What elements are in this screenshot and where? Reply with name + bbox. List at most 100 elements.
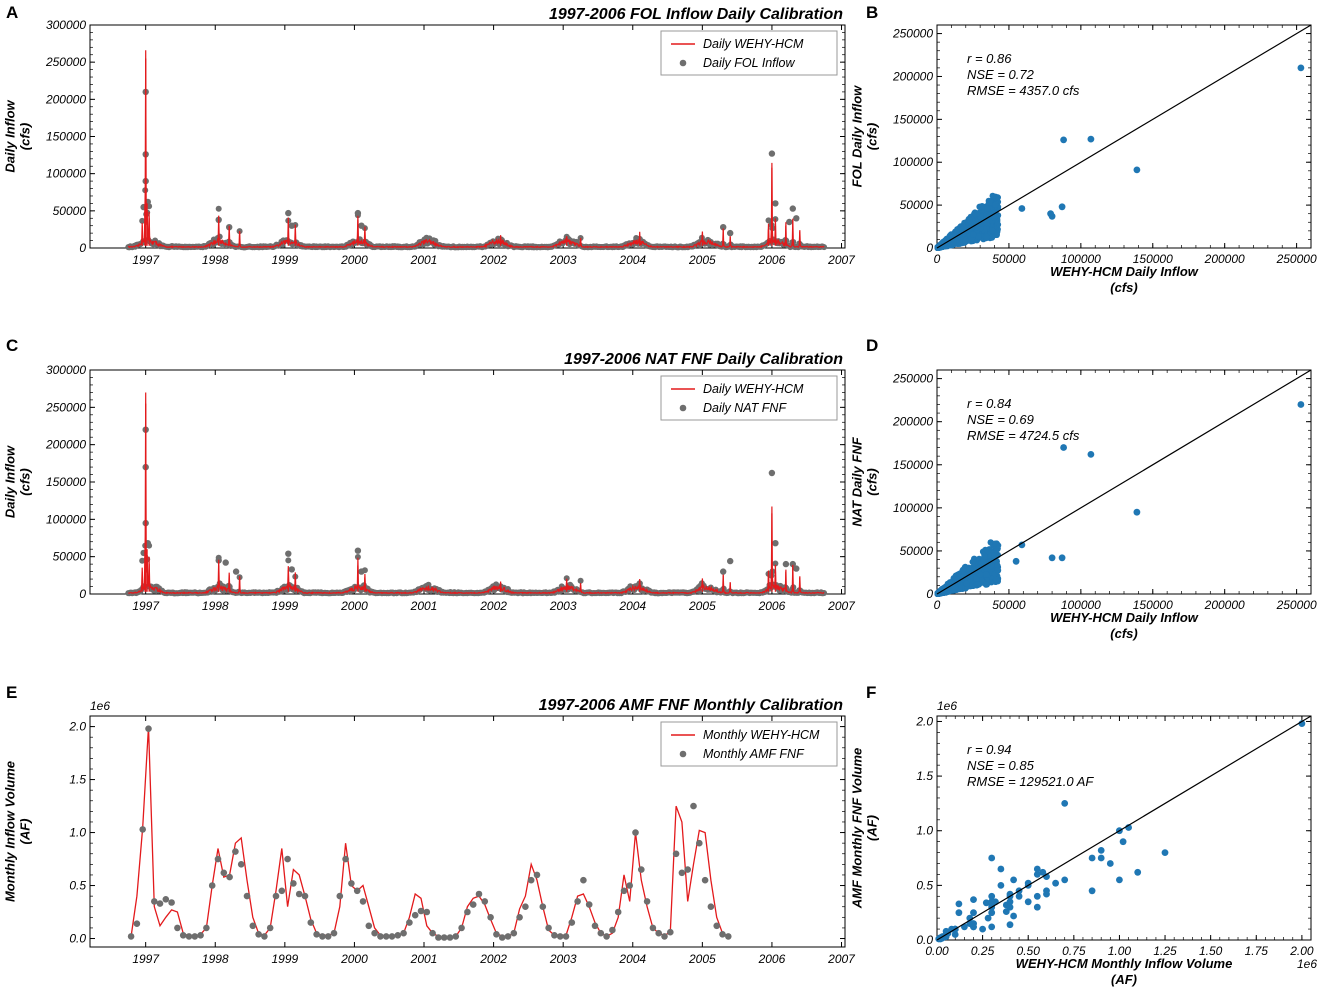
scatter-point <box>992 201 999 208</box>
x-tick-label: 50000 <box>992 252 1026 266</box>
stat-line-2: RMSE = 4357.0 cfs <box>967 83 1080 98</box>
scatter-point <box>1018 541 1026 549</box>
observed-point <box>720 224 727 231</box>
x-tick-label: 2002 <box>479 253 507 267</box>
y-tick-label: 150000 <box>46 130 86 144</box>
scatter-point <box>992 540 999 547</box>
x-tick-label: 2006 <box>758 952 786 966</box>
legend-box <box>660 30 838 76</box>
scatter-point <box>1060 136 1067 144</box>
y-tick-label: 50000 <box>53 204 87 218</box>
y-axis-label: Daily Inflow(cfs) <box>3 99 33 172</box>
stat-line-1: NSE = 0.69 <box>967 412 1034 427</box>
observed-point <box>261 933 268 940</box>
x-tick-label: 2000 <box>340 599 368 613</box>
x-tick-label: 250000 <box>1276 598 1317 612</box>
y-tick-label: 200000 <box>892 415 933 429</box>
scatter-point <box>1087 451 1095 458</box>
scatter-point <box>993 576 1000 583</box>
legend-box <box>660 375 838 421</box>
legend-point-swatch <box>679 404 687 412</box>
observed-point <box>168 899 175 906</box>
observed-point <box>772 560 779 567</box>
x-tick-label: 2007 <box>827 952 856 966</box>
scatter-point <box>970 231 977 238</box>
scatter-point <box>994 567 1002 574</box>
x-tick-label: 2002 <box>479 952 507 966</box>
x-tick-label: 2004 <box>618 952 646 966</box>
x-tick-label: 1997 <box>132 599 160 613</box>
scatter-point <box>1047 210 1054 218</box>
observed-point <box>174 924 181 932</box>
model-line <box>130 726 729 939</box>
y-tick-label: 0.0 <box>69 932 86 946</box>
scatter-point <box>962 237 969 245</box>
panel-label-C: C <box>6 336 18 355</box>
observed-point <box>288 566 295 573</box>
x-tick-label: 1998 <box>202 952 229 966</box>
y-tick-label: 0 <box>79 241 86 255</box>
scatter-point <box>983 219 990 226</box>
y-tick-label: 300000 <box>46 363 86 377</box>
scatter-point <box>988 234 996 241</box>
observed-series <box>125 426 828 597</box>
observed-point <box>765 217 772 224</box>
y-tick-label: 0 <box>79 587 86 601</box>
y-axis-label: NAT Daily FNF(cfs) <box>850 436 880 526</box>
x-tick-label: 2002 <box>479 599 507 613</box>
observed-point <box>208 882 216 889</box>
observed-point <box>772 540 779 547</box>
scatter-point <box>982 581 990 588</box>
y-tick-label: 300000 <box>46 18 86 32</box>
scatter-point <box>982 571 990 578</box>
x-tick-label: 2004 <box>618 599 646 613</box>
observed-point <box>127 933 135 940</box>
x-tick-label: 2001 <box>410 599 438 613</box>
scatter-point <box>1133 508 1141 516</box>
x-tick-label: 150000 <box>1133 252 1173 266</box>
y-tick-label: 0 <box>926 241 933 255</box>
stat-line-2: RMSE = 4724.5 cfs <box>967 428 1080 443</box>
chart-title: 1997-2006 FOL Inflow Daily Calibration <box>549 6 843 23</box>
scatter-point <box>950 239 957 246</box>
observed-point <box>285 209 292 217</box>
panel-label-D: D <box>866 336 878 355</box>
x-axis-label: WEHY-HCM Daily Inflow (cfs) <box>1050 610 1199 641</box>
scatter-point <box>974 581 981 588</box>
scatter-point <box>973 575 980 582</box>
observed-point <box>215 205 222 212</box>
legend-line-label: Daily WEHY-HCM <box>703 37 804 51</box>
scatter-point <box>966 216 973 224</box>
x-tick-label: 100000 <box>1061 598 1101 612</box>
y-tick-label: 200000 <box>45 92 86 106</box>
observed-point <box>197 932 204 939</box>
x-tick-label: 250000 <box>1276 252 1317 266</box>
x-tick-label: 2001 <box>410 253 438 267</box>
x-tick-label: 2001 <box>410 952 438 966</box>
x-tick-label: 1999 <box>271 253 298 267</box>
scatter-point <box>1297 64 1305 72</box>
observed-point <box>139 217 146 224</box>
observed-point <box>354 554 361 560</box>
scatter-point <box>978 203 986 210</box>
y-tick-label: 50000 <box>53 550 87 564</box>
observed-point <box>214 855 222 863</box>
chart-title: 1997-2006 NAT FNF Daily Calibration <box>564 351 843 368</box>
panel-label-A: A <box>6 3 18 22</box>
observed-point <box>266 924 274 932</box>
scatter-point <box>1018 205 1026 212</box>
y-scale-label: 1e6 <box>90 699 110 713</box>
observed-point <box>563 575 570 582</box>
y-tick-label: 1.5 <box>69 773 86 787</box>
scatter-point <box>1012 557 1020 565</box>
y-tick-label: 50000 <box>900 544 934 558</box>
legend-point-label: Daily NAT FNF <box>703 401 787 415</box>
observed-point <box>786 218 793 226</box>
scatter-point <box>989 227 996 234</box>
scatter-point <box>1133 166 1141 174</box>
observed-point <box>226 873 233 881</box>
observed-point <box>727 229 734 237</box>
y-tick-label: 0.5 <box>69 879 86 893</box>
x-tick-label: 1997 <box>132 952 160 966</box>
legend-point-label: Daily FOL Inflow <box>703 56 795 70</box>
